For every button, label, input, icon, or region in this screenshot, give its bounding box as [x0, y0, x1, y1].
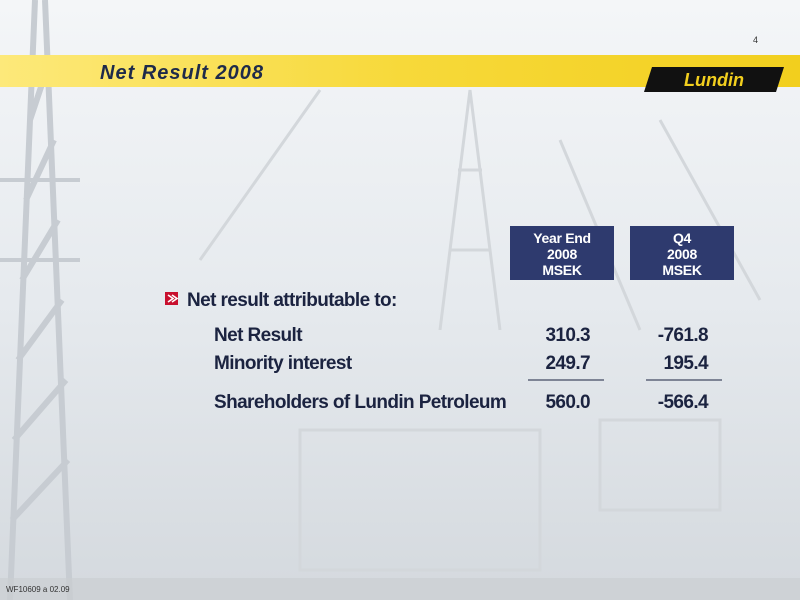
- column-header: Year End: [533, 230, 591, 246]
- logo-text: Lundin: [684, 70, 744, 90]
- column-header-box: [630, 226, 734, 280]
- logo-box: [644, 67, 784, 92]
- page-number: 4: [753, 35, 758, 45]
- bullet-icon: [165, 292, 179, 305]
- footer-band: [0, 578, 800, 600]
- rig-silhouette: [0, 0, 80, 600]
- cell: -761.8: [658, 325, 708, 346]
- column-header: 2008: [547, 246, 577, 262]
- bullet-text: Net result attributable to:: [187, 290, 397, 311]
- row-label: Net Result: [214, 325, 303, 346]
- slide-title: Net Result 2008: [100, 62, 264, 84]
- row-label: Shareholders of Lundin Petroleum: [214, 392, 506, 413]
- column-header: MSEK: [542, 262, 581, 278]
- cell: 310.3: [545, 325, 590, 346]
- column-header: Q4: [673, 230, 692, 246]
- column-header-box: [510, 226, 614, 280]
- cell: 195.4: [663, 353, 709, 374]
- row-label: Minority interest: [214, 353, 353, 374]
- column-header: 2008: [667, 246, 697, 262]
- cell: 249.7: [545, 353, 590, 374]
- column-header: MSEK: [662, 262, 701, 278]
- cell: 560.0: [545, 392, 590, 413]
- footer-code: WF10609 a 02.09: [6, 585, 70, 594]
- cell: -566.4: [658, 392, 709, 413]
